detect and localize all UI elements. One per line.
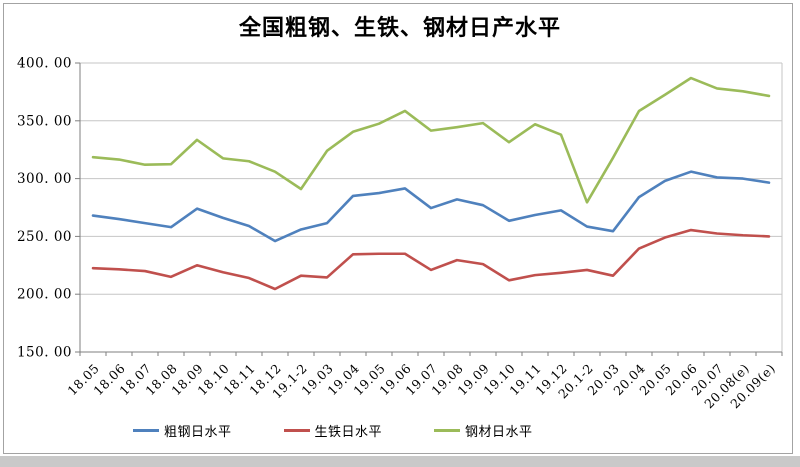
y-tick-label: 300. 00 [17,171,72,187]
y-tick-label: 150. 00 [17,345,72,361]
legend-item-pig-iron: 生铁日水平 [283,421,383,440]
y-tick-label: 200. 00 [17,287,72,303]
chart-frame [3,3,793,454]
y-tick-label: 250. 00 [17,229,72,245]
y-tick-label: 400. 00 [17,56,72,72]
legend-label: 粗钢日水平 [164,424,232,440]
chart-legend: 粗钢日水平 生铁日水平 钢材日水平 [133,421,533,440]
chart-title: 全国粗钢、生铁、钢材日产水平 [238,15,561,41]
y-tick-label: 350. 00 [17,113,72,129]
steel-products-legend-swatch-icon [434,428,461,432]
legend-label: 钢材日水平 [465,424,533,440]
crude-steel-legend-swatch-icon [133,428,159,432]
pig-iron-line [91,228,771,291]
crude-steel-line [91,170,771,243]
window-edge [0,456,800,467]
pig-iron-legend-swatch-icon [283,428,310,432]
legend-item-steel-products: 钢材日水平 [434,421,533,440]
legend-label: 生铁日水平 [314,424,383,440]
steel-products-line [91,76,771,204]
legend-item-crude-steel: 粗钢日水平 [133,421,232,440]
